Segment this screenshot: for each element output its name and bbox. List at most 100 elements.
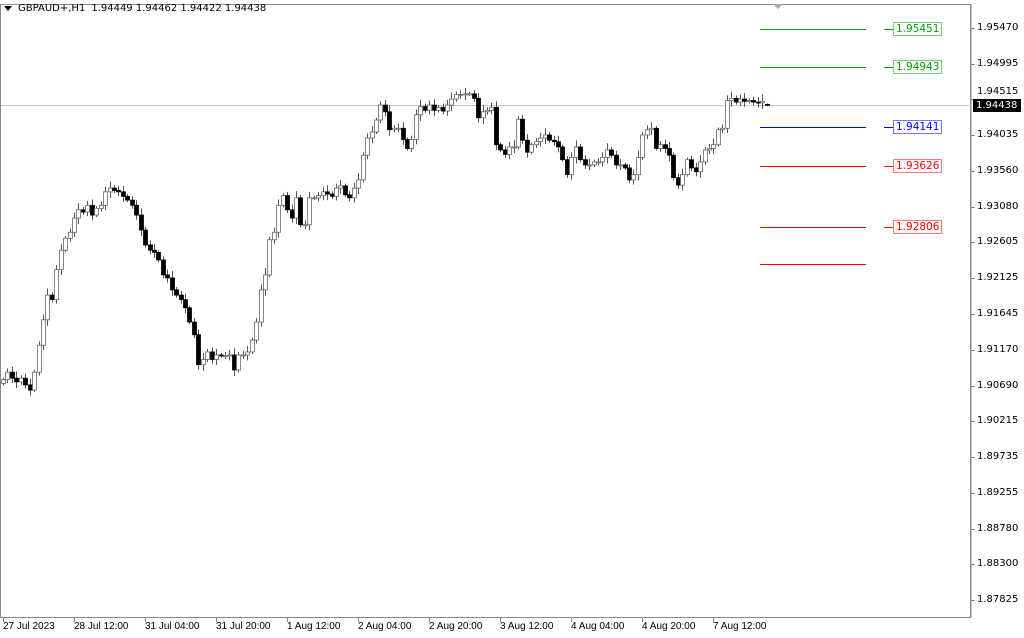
candle: [325, 185, 330, 201]
candle: [716, 127, 721, 147]
candle-body-bullish: [738, 98, 743, 103]
candle-body-bearish: [667, 148, 672, 156]
candle: [334, 183, 339, 201]
candle-body-bearish: [654, 127, 659, 149]
candle: [23, 373, 28, 389]
candle: [259, 284, 264, 327]
candle: [303, 220, 308, 229]
candle-body-bullish: [263, 274, 268, 291]
candle-body-bullish: [485, 109, 490, 113]
candle-body-bearish: [756, 101, 761, 104]
candle-body-bearish: [125, 195, 130, 201]
candle-body-bullish: [618, 164, 623, 167]
candle: [703, 146, 708, 165]
candle-body-bearish: [578, 146, 583, 161]
candle-body-bullish: [254, 321, 259, 341]
candle: [361, 152, 366, 183]
candle: [414, 109, 419, 145]
candle-body-bullish: [592, 161, 597, 166]
candle: [742, 93, 747, 107]
time-tick-label: 3 Aug 12:00: [500, 621, 554, 632]
candle: [45, 288, 50, 326]
candle-body-bullish: [321, 191, 326, 196]
candle-body-bearish: [174, 289, 179, 296]
candle: [227, 349, 232, 361]
price-tick-label: 1.94515: [977, 86, 1019, 98]
candle-body-bearish: [423, 106, 428, 111]
candle-body-bullish: [418, 106, 423, 116]
dropdown-triangle-icon[interactable]: [4, 6, 12, 11]
candle: [236, 351, 241, 373]
candle-body-bearish: [476, 97, 481, 119]
candle: [436, 105, 441, 113]
time-tick-label: 31 Jul 04:00: [145, 621, 200, 632]
candle-body-bullish: [94, 207, 99, 216]
candle: [405, 137, 410, 151]
candle-body-bullish: [392, 127, 397, 131]
candle: [658, 140, 663, 152]
price-tick-label: 1.93080: [977, 200, 1019, 212]
candle-body-bearish: [210, 351, 215, 360]
candle-body-bullish: [72, 217, 77, 233]
candle: [125, 194, 130, 203]
candle-body-bearish: [343, 185, 348, 196]
candle: [54, 265, 59, 304]
candle-body-bullish: [307, 197, 312, 226]
candle-body-bullish: [374, 119, 379, 133]
candle-body-bearish: [156, 252, 161, 261]
candle-body-bearish: [130, 199, 135, 206]
candle: [729, 91, 734, 107]
candle-body-bullish: [241, 354, 246, 357]
candle: [14, 371, 19, 388]
price-tick-label: 1.91645: [977, 308, 1019, 320]
candle-body-bearish: [112, 187, 117, 191]
candle: [592, 159, 597, 167]
candle-body-bearish: [742, 98, 747, 102]
candle: [494, 101, 499, 151]
candle: [680, 168, 685, 191]
candle-body-bearish: [90, 204, 95, 216]
candle-body-bearish: [14, 377, 19, 383]
candle-body-bullish: [658, 144, 663, 149]
chart-shift-marker-icon[interactable]: [773, 4, 783, 9]
candle-body-bullish: [574, 146, 579, 158]
candle: [161, 256, 166, 279]
candle-body-bearish: [405, 139, 410, 149]
candle-body-bearish: [28, 384, 33, 391]
time-tick-label: 28 Jul 12:00: [74, 621, 129, 632]
candle-body-bearish: [689, 159, 694, 169]
level-price-label: 1.94943: [893, 60, 943, 75]
candle-body-bullish: [436, 106, 441, 111]
candle-body-bullish: [214, 354, 219, 360]
candle-body-bullish: [32, 371, 37, 391]
candle-body-bullish: [54, 269, 59, 300]
candle-body-bullish: [649, 127, 654, 131]
candle-body-bullish: [45, 294, 50, 321]
candle-body-bullish: [463, 93, 468, 96]
candle: [618, 158, 623, 171]
candle: [343, 183, 348, 197]
candle-body-bullish: [640, 134, 645, 158]
candle: [631, 169, 636, 185]
candle-body-bullish: [529, 144, 534, 153]
candle: [760, 94, 765, 109]
candle: [254, 318, 259, 344]
candle-body-bullish: [636, 157, 641, 176]
candle: [307, 191, 312, 231]
candle: [139, 208, 144, 237]
candle: [85, 200, 90, 217]
candle-body-bearish: [347, 194, 352, 199]
candle-body-bullish: [1, 379, 6, 384]
candle: [116, 185, 121, 196]
candle: [387, 105, 392, 136]
candle-body-bullish: [205, 351, 210, 360]
candle: [409, 135, 414, 152]
candle-body-bullish: [711, 144, 716, 149]
candle: [263, 268, 268, 296]
candle: [751, 96, 756, 106]
candle-body-bullish: [267, 239, 272, 276]
candle: [569, 152, 574, 180]
candle: [383, 99, 388, 117]
